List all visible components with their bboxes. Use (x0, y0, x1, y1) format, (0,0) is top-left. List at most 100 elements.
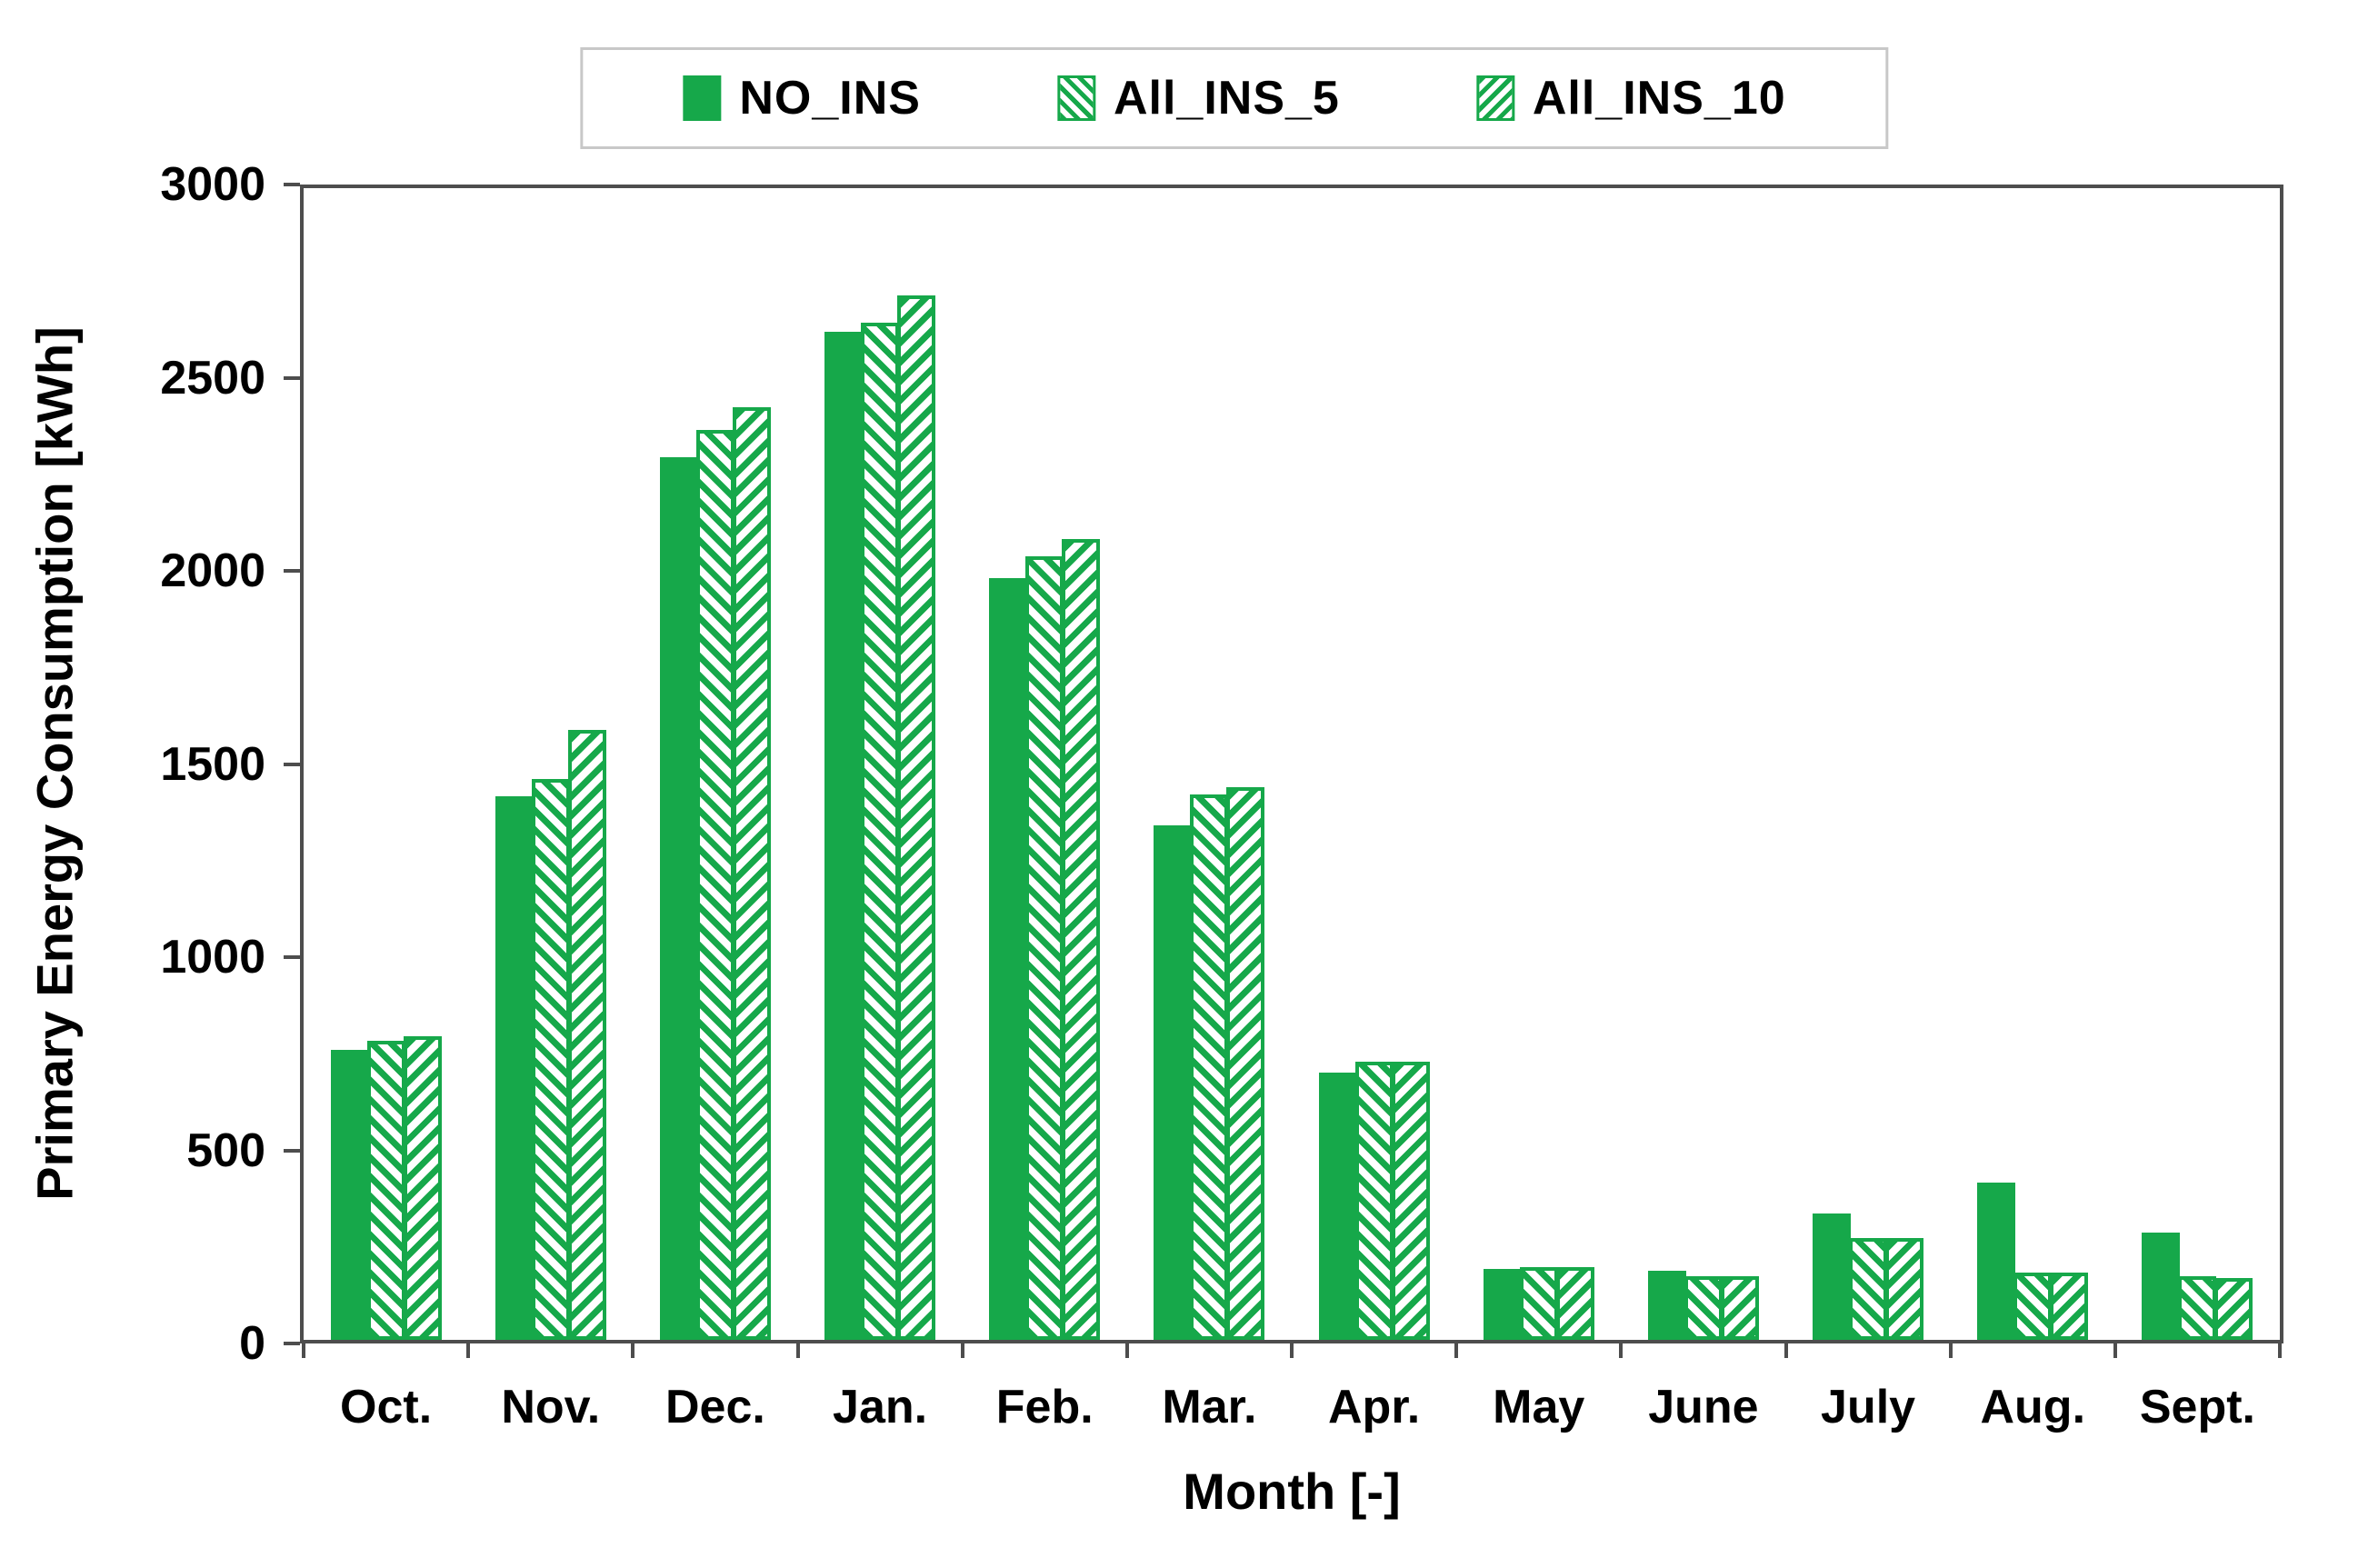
bar-all_ins_10 (1062, 539, 1101, 1340)
y-tick-label: 2000 (160, 544, 265, 597)
bar-no_ins (1647, 1270, 1686, 1340)
bar-all_ins_5 (366, 1040, 405, 1340)
bar-no_ins (1483, 1268, 1522, 1340)
bar-all_ins_10 (897, 295, 936, 1340)
bar-no_ins (1977, 1182, 2016, 1340)
x-axis-tick (2278, 1340, 2282, 1358)
bar-all_ins_10 (2050, 1273, 2089, 1340)
legend-swatch-hatch-backslash-icon (1056, 75, 1095, 121)
x-axis-tick (1454, 1340, 1459, 1358)
legend-label: All_INS_5 (1113, 72, 1340, 125)
plot-area (300, 185, 2283, 1343)
legend-label: All_INS_10 (1532, 72, 1786, 125)
bar-group-feb (963, 188, 1127, 1340)
bar-all_ins_10 (2214, 1278, 2253, 1340)
y-tick-label: 1000 (160, 931, 265, 984)
bar-no_ins (989, 577, 1028, 1340)
x-axis-tick (960, 1340, 964, 1358)
legend-item-no_ins: NO_INS (683, 71, 921, 125)
bar-all_ins_5 (1354, 1061, 1394, 1340)
bar-all_ins_10 (1226, 786, 1265, 1340)
bar-all_ins_5 (1684, 1276, 1723, 1340)
bar-all_ins_5 (531, 779, 570, 1340)
x-tick-label: July (1821, 1381, 1916, 1433)
x-axis-tick (1290, 1340, 1294, 1358)
legend-item-all_ins_10: All_INS_10 (1475, 71, 1786, 125)
legend-label: NO_INS (739, 72, 921, 125)
bar-all_ins_10 (1885, 1238, 1924, 1340)
bar-all_ins_5 (1519, 1266, 1558, 1340)
bar-group-may (1456, 188, 1621, 1340)
y-tick-label: 1500 (160, 737, 265, 791)
x-axis-tick (631, 1340, 635, 1358)
x-axis-title: Month [-] (1183, 1463, 1401, 1520)
bar-no_ins (1318, 1073, 1357, 1340)
bar-all_ins_5 (2178, 1276, 2217, 1340)
chart-legend: NO_INS All_INS_5 All_INS_10 (580, 47, 1889, 149)
bar-all_ins_5 (1849, 1238, 1888, 1340)
bar-group-sept (2115, 188, 2280, 1340)
bar-no_ins (1813, 1213, 1852, 1340)
bar-all_ins_5 (1025, 556, 1064, 1340)
x-tick-label: Sept. (2139, 1381, 2255, 1433)
x-tick-label: Oct. (340, 1381, 433, 1433)
y-tick-label: 500 (186, 1124, 265, 1177)
bar-all_ins_10 (1720, 1276, 1759, 1340)
bar-group-apr (1292, 188, 1456, 1340)
bar-group-mar (1127, 188, 1292, 1340)
x-tick-label: June (1648, 1381, 1759, 1433)
x-tick-label: Feb. (995, 1381, 1094, 1433)
x-tick-label: Nov. (501, 1381, 601, 1433)
legend-item-all_ins_5: All_INS_5 (1056, 71, 1340, 125)
bar-no_ins (2142, 1232, 2181, 1340)
bar-group-oct (304, 188, 468, 1340)
bar-group-aug (1951, 188, 2115, 1340)
legend-swatch-solid-icon (683, 75, 722, 121)
x-axis-tick (795, 1340, 800, 1358)
y-tick-label: 3000 (160, 158, 265, 211)
x-tick-label: Jan. (833, 1381, 928, 1433)
y-axis-tick (284, 1342, 300, 1345)
bar-all_ins_5 (861, 322, 900, 1340)
y-axis-tick (284, 569, 300, 573)
x-axis-tick (1124, 1340, 1129, 1358)
y-axis-tick (284, 955, 300, 959)
bar-all_ins_10 (1555, 1266, 1594, 1340)
bar-all_ins_5 (695, 430, 734, 1340)
x-axis-tick (2113, 1340, 2117, 1358)
x-tick-label: May (1493, 1381, 1585, 1433)
x-axis-tick (1619, 1340, 1624, 1358)
bar-no_ins (1154, 825, 1193, 1340)
x-tick-label: Dec. (664, 1381, 765, 1433)
bar-all_ins_10 (403, 1036, 442, 1340)
bar-all_ins_5 (2013, 1273, 2053, 1340)
y-axis-tick (284, 375, 300, 380)
bar-group-dec (633, 188, 797, 1340)
bar-no_ins (824, 332, 864, 1340)
bar-no_ins (659, 456, 698, 1340)
y-axis-tick (284, 1148, 300, 1153)
x-tick-label: Apr. (1328, 1381, 1421, 1433)
bar-group-june (1621, 188, 1785, 1340)
legend-swatch-hatch-slash-icon (1475, 75, 1514, 121)
y-axis-tick (284, 762, 300, 766)
x-axis-tick (1783, 1340, 1788, 1358)
bar-all_ins_10 (732, 406, 771, 1340)
y-tick-label: 0 (239, 1317, 265, 1370)
x-axis-tick (466, 1340, 471, 1358)
bar-all_ins_10 (1391, 1061, 1430, 1340)
bar-no_ins (330, 1050, 369, 1340)
x-tick-label: Mar. (1162, 1381, 1257, 1433)
x-tick-label: Aug. (1980, 1381, 2086, 1433)
bar-all_ins_10 (567, 729, 606, 1340)
y-tick-label: 2500 (160, 351, 265, 404)
x-axis-tick (302, 1340, 305, 1358)
bar-group-july (1786, 188, 1951, 1340)
x-axis-tick (1948, 1340, 1953, 1358)
bar-all_ins_5 (1190, 794, 1229, 1340)
bar-group-jan (798, 188, 963, 1340)
bar-group-nov (468, 188, 633, 1340)
bar-no_ins (495, 796, 534, 1340)
y-axis-tick (284, 183, 300, 186)
